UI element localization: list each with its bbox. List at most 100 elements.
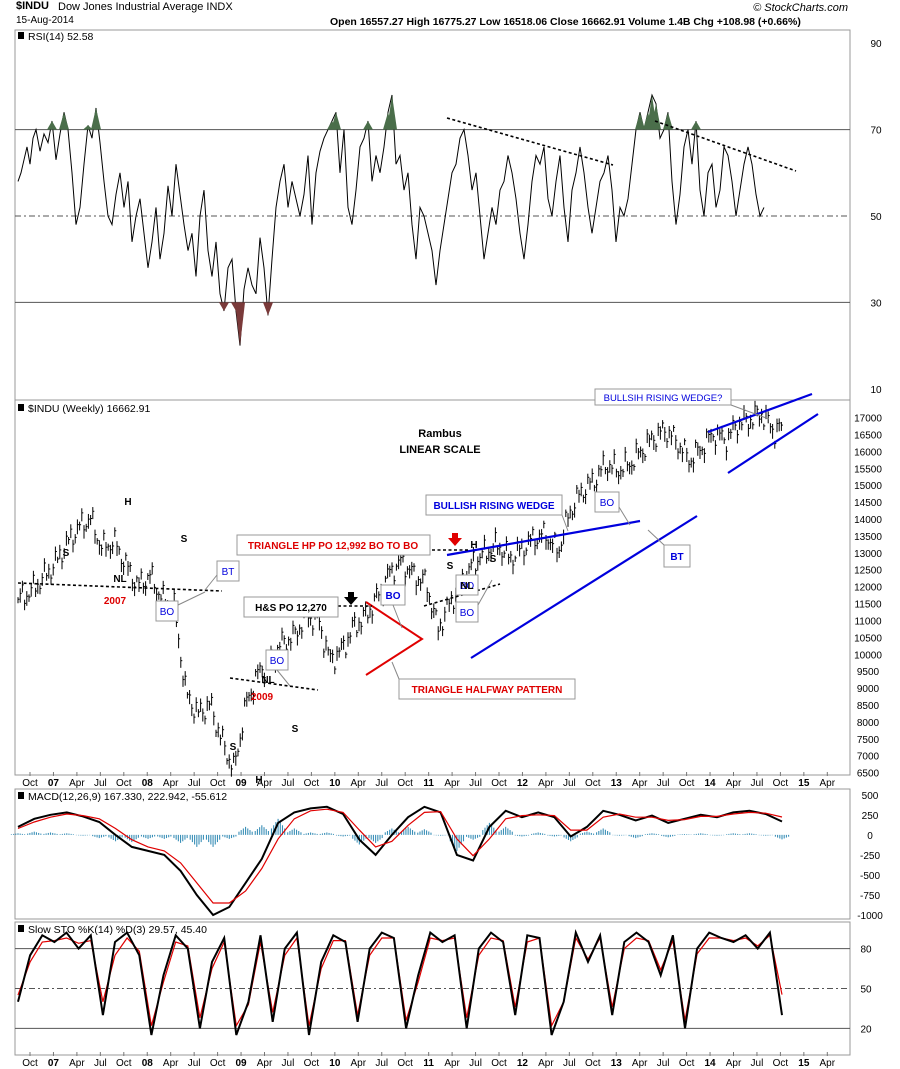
x-label-Apr: Apr [632,1058,648,1069]
svg-text:BO: BO [600,498,615,509]
x-label-Jul: Jul [751,778,764,789]
x-label-Apr: Apr [444,778,460,789]
price-tick-13000: 13000 [854,549,882,560]
rambus-label: Rambus [418,428,461,440]
shoulder-2009-left: S [230,742,237,753]
x-label-Jul: Jul [469,778,482,789]
price-tick-9500: 9500 [857,667,880,678]
x-label-Apr: Apr [726,778,742,789]
x-label-15: 15 [798,1058,810,1069]
rsi-extreme-fill [83,125,93,130]
x-label-Jul: Jul [751,1058,764,1069]
price-tick-17000: 17000 [854,414,882,425]
x-label-Apr: Apr [69,1058,85,1069]
rsi-extreme-fill [235,302,245,346]
rsi-extreme-fill [263,302,273,316]
neckline-label-2009: NL [261,675,274,686]
x-label-Oct: Oct [585,778,601,789]
copyright-label[interactable]: © StockCharts.com [753,2,848,14]
price-tick-11500: 11500 [854,600,882,611]
macd-signal-line [17,808,783,904]
x-label-14: 14 [704,778,716,789]
macd-tick-500: 500 [862,791,879,802]
price-tick-12000: 12000 [854,583,882,594]
x-label-Jul: Jul [563,778,576,789]
rsi-extreme-fill [219,302,229,312]
wedge-lower-2011 [470,515,698,659]
svg-text:BO: BO [386,591,401,602]
x-label-Apr: Apr [257,1058,273,1069]
rsi-extreme-fill [47,120,57,130]
rsi-extreme-fill [331,112,341,130]
hs-po-box: H&S PO 12,270 [243,596,339,618]
x-label-09: 09 [235,1058,247,1069]
x-label-13: 13 [611,778,623,789]
quote-line: Open 16557.27 High 16775.27 Low 16518.06… [330,16,801,28]
price-tick-8500: 8500 [857,701,880,712]
red-down-arrow [448,533,462,546]
macd-panel [14,788,851,920]
x-label-Jul: Jul [94,1058,107,1069]
rsi-tick-70: 70 [870,126,882,137]
neckline-label-2011: NL [460,581,473,592]
macd-title-marker [18,792,24,799]
triangle-hp-box: TRIANGLE HP PO 12,992 BO TO BO [236,534,431,556]
price-tick-7500: 7500 [857,735,880,746]
price-tick-15500: 15500 [854,464,882,475]
rsi-series [17,93,765,346]
rsi-tick-30: 30 [870,298,882,309]
rsi-downtrend-2 [654,120,797,172]
x-label-Apr: Apr [820,778,836,789]
macd-tick--500: -500 [860,871,880,882]
bt-box-2008: BT [204,560,240,591]
x-label-Jul: Jul [375,778,388,789]
svg-text:BULLSIH RISING WEDGE?: BULLSIH RISING WEDGE? [604,393,723,404]
price-tick-9000: 9000 [857,684,880,695]
wedge-upper-2014 [707,392,813,434]
svg-text:BO: BO [460,608,475,619]
bo-box-2009: BO [265,649,291,687]
price-tick-15000: 15000 [854,481,882,492]
macd-tick-250: 250 [862,811,879,822]
black-down-arrow [344,592,358,605]
x-label-08: 08 [142,778,154,789]
x-label-Jul: Jul [657,1058,670,1069]
shoulder-2011-right: S [490,554,497,565]
rsi-tick-10: 10 [870,385,882,396]
x-label-Jul: Jul [282,1058,295,1069]
x-label-Apr: Apr [163,778,179,789]
bo-box-2010: BO [380,584,406,629]
price-tick-10000: 10000 [854,650,882,661]
wedge-lower-2014 [727,413,819,474]
rsi-downtrend-1 [446,117,614,166]
sto-title-marker [18,925,24,932]
sto-tick-50: 50 [860,985,872,996]
x-label-Apr: Apr [69,778,85,789]
shoulder-2007-right: S [181,534,188,545]
x-label-12: 12 [517,1058,529,1069]
price-title: $INDU (Weekly) 16662.91 [28,403,151,415]
x-label-Oct: Oct [116,1058,132,1069]
x-label-Jul: Jul [375,1058,388,1069]
rsi-panel [14,29,851,401]
rsi-tick-90: 90 [870,39,882,50]
rsi-extreme-fill [387,95,397,130]
macd-title: MACD(12,26,9) 167.330, 222.942, -55.612 [28,791,227,803]
macd-tick--750: -750 [860,891,880,902]
macd-tick--1000: -1000 [857,911,883,922]
axes: Oct 07 Apr Jul Oct 08 Apr Jul Oct 09 Apr Jul Oct 10 Ap… [22,772,836,1069]
x-label-Oct: Oct [397,1058,413,1069]
rsi-extreme-fill [635,112,645,130]
sto-tick-20: 20 [860,1024,872,1035]
x-label-Jul: Jul [563,1058,576,1069]
svg-text:BT: BT [222,567,235,578]
neckline-2007 [17,582,223,592]
x-label-Oct: Oct [491,1058,507,1069]
price-tick-14000: 14000 [854,515,882,526]
x-label-Oct: Oct [22,1058,38,1069]
rsi-tick-50: 50 [870,212,882,223]
price-tick-7000: 7000 [857,752,880,763]
svg-text:BT: BT [670,552,683,563]
bo-box-2011b: BO [455,579,493,623]
x-label-Apr: Apr [257,778,273,789]
